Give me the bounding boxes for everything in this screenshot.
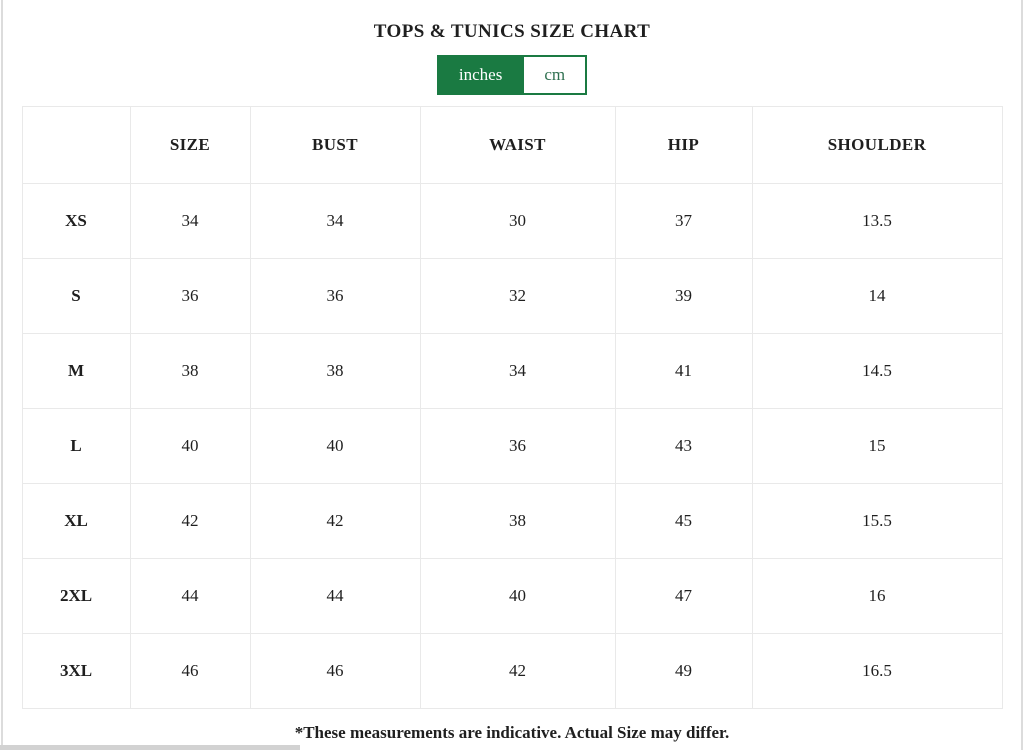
left-border-line — [1, 0, 3, 750]
table-cell: 36 — [249, 258, 421, 334]
column-header-bust: BUST — [249, 106, 421, 184]
table-cell: 46 — [249, 633, 421, 709]
table-cell: 42 — [129, 483, 251, 559]
size-chart-table: SIZE BUST WAIST HIP SHOULDER XS 34 34 30 37 13.5 S… — [21, 106, 1003, 709]
row-label-2xl: 2XL — [21, 558, 131, 634]
table-cell: 39 — [614, 258, 753, 334]
table-row: S 36 36 32 39 14 — [21, 258, 1003, 334]
column-header-hip: HIP — [614, 106, 753, 184]
table-row: 2XL 44 44 40 47 16 — [21, 558, 1003, 634]
table-cell: 37 — [614, 183, 753, 259]
page-title: TOPS & TUNICS SIZE CHART — [373, 21, 651, 42]
table-cell: 14.5 — [751, 333, 1003, 409]
table-cell: 34 — [249, 183, 421, 259]
table-cell: 40 — [249, 408, 421, 484]
column-header-waist: WAIST — [419, 106, 616, 184]
table-cell: 14 — [751, 258, 1003, 334]
row-label-3xl: 3XL — [21, 633, 131, 709]
table-cell: 44 — [129, 558, 251, 634]
right-border-line — [1021, 0, 1023, 750]
table-cell: 30 — [419, 183, 616, 259]
table-cell: 42 — [249, 483, 421, 559]
horizontal-scrollbar-thumb[interactable] — [0, 745, 300, 750]
unit-option-cm[interactable]: cm — [522, 57, 586, 93]
unit-toggle: inches cm — [436, 55, 588, 95]
table-cell: 15 — [751, 408, 1003, 484]
table-row: XS 34 34 30 37 13.5 — [21, 183, 1003, 259]
row-label-xs: XS — [21, 183, 131, 259]
table-cell: 38 — [249, 333, 421, 409]
table-cell: 40 — [419, 558, 616, 634]
table-cell: 38 — [419, 483, 616, 559]
column-header-shoulder: SHOULDER — [751, 106, 1003, 184]
unit-option-inches[interactable]: inches — [438, 57, 523, 93]
table-cell: 38 — [129, 333, 251, 409]
table-cell: 41 — [614, 333, 753, 409]
unit-toggle-wrapper: inches cm — [0, 55, 1024, 95]
row-label-l: L — [21, 408, 131, 484]
table-cell: 43 — [614, 408, 753, 484]
table-cell: 15.5 — [751, 483, 1003, 559]
table-cell: 40 — [129, 408, 251, 484]
row-label-s: S — [21, 258, 131, 334]
table-cell: 16 — [751, 558, 1003, 634]
column-header-size: SIZE — [129, 106, 251, 184]
table-cell: 36 — [419, 408, 616, 484]
table-cell: 13.5 — [751, 183, 1003, 259]
table-cell: 16.5 — [751, 633, 1003, 709]
table-row: 3XL 46 46 42 49 16.5 — [21, 633, 1003, 709]
table-body: XS 34 34 30 37 13.5 S 36 36 32 39 14 M 38 38 34 41 14.5 L 4… — [21, 183, 1003, 709]
table-row: XL 42 42 38 45 15.5 — [21, 483, 1003, 559]
table-cell: 49 — [614, 633, 753, 709]
row-label-xl: XL — [21, 483, 131, 559]
table-cell: 36 — [129, 258, 251, 334]
table-cell: 44 — [249, 558, 421, 634]
table-cell: 45 — [614, 483, 753, 559]
table-cell: 42 — [419, 633, 616, 709]
table-cell: 32 — [419, 258, 616, 334]
table-cell: 46 — [129, 633, 251, 709]
column-header-blank — [21, 106, 131, 184]
table-cell: 34 — [419, 333, 616, 409]
footnote: *These measurements are indicative. Actu… — [294, 723, 730, 742]
table-cell: 34 — [129, 183, 251, 259]
table-cell: 47 — [614, 558, 753, 634]
table-row: M 38 38 34 41 14.5 — [21, 333, 1003, 409]
row-label-m: M — [21, 333, 131, 409]
table-row: L 40 40 36 43 15 — [21, 408, 1003, 484]
table-header-row: SIZE BUST WAIST HIP SHOULDER — [21, 106, 1003, 184]
